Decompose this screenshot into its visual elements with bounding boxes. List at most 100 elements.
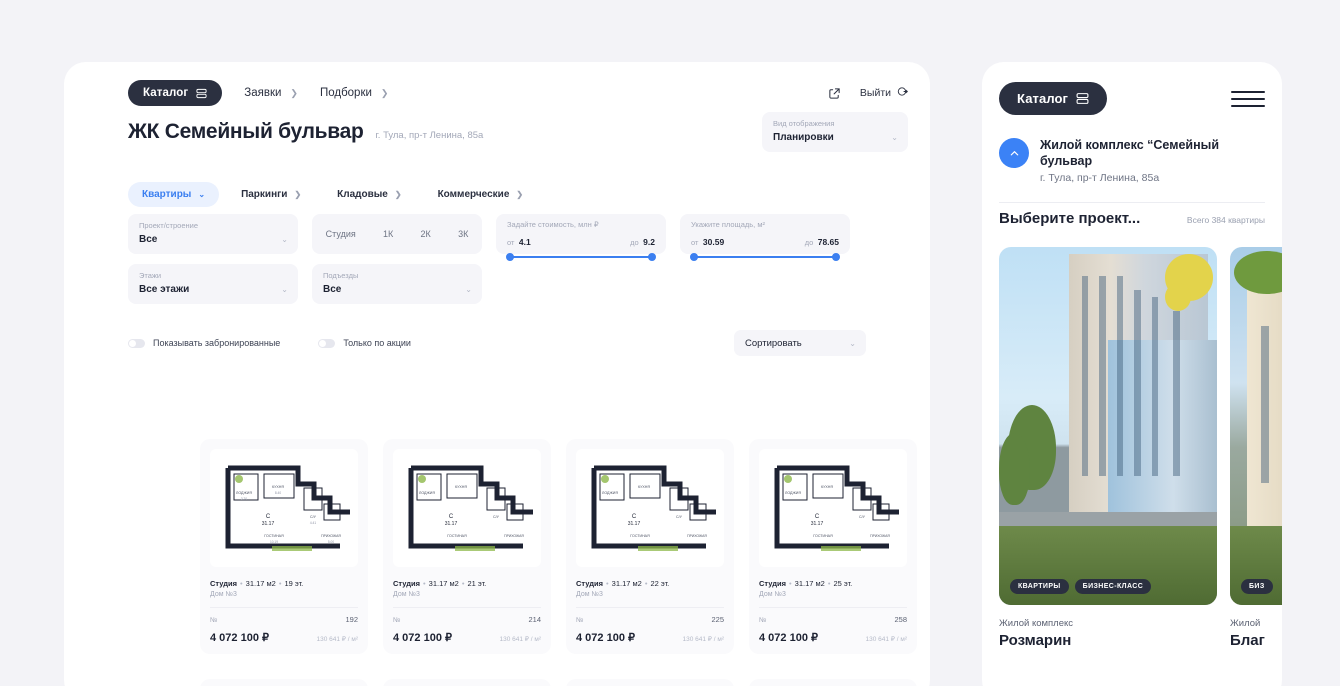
rooms-option-studio[interactable]: Студия xyxy=(325,229,356,239)
apartment-area: 31.17 м2 xyxy=(245,579,276,588)
apartment-type: Студия xyxy=(210,579,238,588)
apartment-cards-row-2: ЛОДЖИЯ КУХНЯ ЛОДЖИЯ КУХНЯ xyxy=(200,679,917,686)
complex-title: Жилой комплекс “Семейный бульвар xyxy=(1040,138,1220,168)
page-address: г. Тула, пр-т Ленина, 85а xyxy=(375,130,484,141)
filter-floors-select[interactable]: Этажи Все этажи ⌄ xyxy=(128,264,298,304)
project-card[interactable]: КВАРТИРЫ БИЗНЕС-КЛАСС Жилой комплекс Роз… xyxy=(999,247,1217,649)
floor-plan-image[interactable]: С 31.17 ЛОДЖИЯ КУХНЯ ГОСТИНАЯ С/У ПРИХОЖ… xyxy=(759,449,907,567)
sort-label: Сортировать xyxy=(745,337,802,349)
apartment-area: 31.17 м2 xyxy=(611,579,642,588)
logout-button[interactable]: Выйти xyxy=(860,86,908,100)
apartment-area: 31.17 м2 xyxy=(428,579,459,588)
toggle-switch[interactable] xyxy=(128,338,145,348)
apartment-card[interactable]: ЛОДЖИЯ КУХНЯ xyxy=(749,679,917,686)
project-kicker: Жилой xyxy=(1230,618,1261,629)
rooms-option-2k[interactable]: 2К xyxy=(420,229,431,239)
project-badges: КВАРТИРЫ БИЗНЕС-КЛАСС xyxy=(1010,579,1152,594)
project-name: Благ xyxy=(1230,632,1265,649)
svg-text:С/У: С/У xyxy=(859,515,866,519)
svg-text:ПРИХОЖАЯ: ПРИХОЖАЯ xyxy=(504,534,524,538)
nav-item-zayavki[interactable]: Заявки ❯ xyxy=(244,87,298,99)
filter-price-range[interactable]: Задайте стоимость, млн ₽ от 4.1 до 9.2 xyxy=(496,214,666,261)
apartment-type: Студия xyxy=(759,579,787,588)
rooms-option-1k[interactable]: 1К xyxy=(383,229,394,239)
chevron-down-icon: ⌄ xyxy=(465,285,472,294)
menu-icon[interactable] xyxy=(1231,90,1265,107)
svg-text:С/У: С/У xyxy=(310,515,317,519)
area-from-value: 30.59 xyxy=(702,236,725,247)
svg-text:ПРИХОЖАЯ: ПРИХОЖАЯ xyxy=(870,534,890,538)
filter-entrances-select[interactable]: Подъезды Все ⌄ xyxy=(312,264,482,304)
display-type-select[interactable]: Вид отображения Планировки ⌄ xyxy=(762,112,908,152)
mobile-catalog-button[interactable]: Каталог xyxy=(999,82,1108,115)
complex-summary[interactable]: Жилой комплекс “Семейный бульвар г. Тула… xyxy=(999,138,1265,204)
tab-kommercheskie[interactable]: Коммерческие ❯ xyxy=(424,182,538,207)
toggle-promo-only[interactable]: Только по акции xyxy=(318,338,411,348)
catalog-icon xyxy=(196,88,207,99)
page-header: ЖК Семейный бульвар г. Тула, пр-т Ленина… xyxy=(128,120,483,144)
svg-text:ГОСТИНАЯ: ГОСТИНАЯ xyxy=(813,534,833,538)
sort-select[interactable]: Сортировать ⌄ xyxy=(734,330,866,356)
apartment-card[interactable]: С 31.17 ЛОДЖИЯ КУХНЯ ГОСТИНАЯ С/У ПРИХОЖ… xyxy=(566,439,734,654)
filter-price-label: Задайте стоимость, млн ₽ xyxy=(507,220,599,229)
apartment-price: 4 072 100 ₽ xyxy=(393,632,452,644)
filter-entrances-label: Подъезды xyxy=(323,271,359,280)
svg-text:КУХНЯ: КУХНЯ xyxy=(638,485,650,489)
apartment-card[interactable]: ЛОДЖИЯ КУХНЯ xyxy=(383,679,551,686)
area-slider-max-handle[interactable] xyxy=(832,252,840,261)
apartment-building: Дом №3 xyxy=(393,591,420,598)
nav-item-podborki[interactable]: Подборки ❯ xyxy=(320,87,389,99)
apartment-floor: 19 эт. xyxy=(284,579,304,588)
filter-area-range[interactable]: Укажите площадь, м² от 30.59 до 78.65 xyxy=(680,214,850,261)
tab-kladovye[interactable]: Кладовые ❯ xyxy=(323,182,415,207)
apartment-card[interactable]: ЛОДЖИЯ КУХНЯ xyxy=(566,679,734,686)
filter-project-select[interactable]: Проект/строение Все ⌄ xyxy=(128,214,298,254)
svg-text:3.70: 3.70 xyxy=(241,497,247,501)
mobile-catalog-label: Каталог xyxy=(1017,91,1069,106)
svg-text:31.17: 31.17 xyxy=(628,521,641,527)
mobile-top-bar: Каталог xyxy=(999,82,1265,115)
area-slider-track[interactable] xyxy=(690,252,840,261)
tab-kladovye-label: Кладовые xyxy=(337,189,388,200)
project-badge: БИЗ xyxy=(1241,579,1273,594)
price-slider-max-handle[interactable] xyxy=(648,252,656,261)
svg-text:5.00: 5.00 xyxy=(328,540,334,544)
price-slider-track[interactable] xyxy=(506,252,656,261)
project-photo[interactable]: А БИЗ xyxy=(1230,247,1282,605)
apartment-type: Студия xyxy=(393,579,421,588)
apartment-card[interactable]: С 31.17 ЛОДЖИЯ КУХНЯ ГОСТИНАЯ С/У ПРИХОЖ… xyxy=(749,439,917,654)
projects-total-count: Всего 384 квартиры xyxy=(1186,215,1265,225)
external-link-icon[interactable] xyxy=(826,84,844,102)
toggle-switch[interactable] xyxy=(318,338,336,348)
desktop-window: Каталог Заявки ❯ Подборки ❯ Выйти xyxy=(64,62,930,686)
tab-kvartiry-label: Квартиры xyxy=(142,189,192,200)
project-photo[interactable]: КВАРТИРЫ БИЗНЕС-КЛАСС xyxy=(999,247,1217,605)
chevron-right-icon: ❯ xyxy=(394,190,402,199)
top-right-actions: Выйти xyxy=(826,84,908,102)
building-illustration xyxy=(999,247,1217,605)
apartment-card[interactable]: С 31.17 ЛОДЖИЯ 3.70 КУХНЯ 8.40 ГОСТИНАЯ … xyxy=(200,439,368,654)
tab-parkingi[interactable]: Паркинги ❯ xyxy=(227,182,315,207)
floor-plan-image[interactable]: С 31.17 ЛОДЖИЯ КУХНЯ ГОСТИНАЯ С/У ПРИХОЖ… xyxy=(576,449,724,567)
apartment-card[interactable]: ЛОДЖИЯ КУХНЯ xyxy=(200,679,368,686)
catalog-button[interactable]: Каталог xyxy=(128,80,223,106)
project-card[interactable]: А БИЗ Жилой Благ xyxy=(1230,247,1282,649)
price-slider-min-handle[interactable] xyxy=(506,252,514,261)
apartment-price: 4 072 100 ₽ xyxy=(576,632,635,644)
apartment-building: Дом №3 xyxy=(576,591,603,598)
rooms-option-3k[interactable]: 3К xyxy=(458,229,469,239)
floor-plan-image[interactable]: С 31.17 ЛОДЖИЯ КУХНЯ ГОСТИНАЯ С/У ПРИХОЖ… xyxy=(393,449,541,567)
chevron-right-icon: ❯ xyxy=(516,190,524,199)
apartment-card[interactable]: С 31.17 ЛОДЖИЯ КУХНЯ ГОСТИНАЯ С/У ПРИХОЖ… xyxy=(383,439,551,654)
apartment-floor: 25 эт. xyxy=(833,579,853,588)
price-from-value: 4.1 xyxy=(518,236,531,247)
floor-plan-image[interactable]: С 31.17 ЛОДЖИЯ 3.70 КУХНЯ 8.40 ГОСТИНАЯ … xyxy=(210,449,358,567)
filter-panel: Проект/строение Все ⌄ Студия 1К 2К 3К За… xyxy=(128,214,866,314)
svg-text:ПРИХОЖАЯ: ПРИХОЖАЯ xyxy=(687,534,707,538)
projects-carousel[interactable]: КВАРТИРЫ БИЗНЕС-КЛАСС Жилой комплекс Роз… xyxy=(999,247,1282,649)
tab-kvartiry[interactable]: Квартиры ⌄ xyxy=(128,182,220,207)
area-slider-min-handle[interactable] xyxy=(690,252,698,261)
page-title: ЖК Семейный бульвар xyxy=(128,120,364,143)
toggle-show-reserved[interactable]: Показывать забронированные xyxy=(128,338,280,348)
svg-text:ГОСТИНАЯ: ГОСТИНАЯ xyxy=(630,534,650,538)
